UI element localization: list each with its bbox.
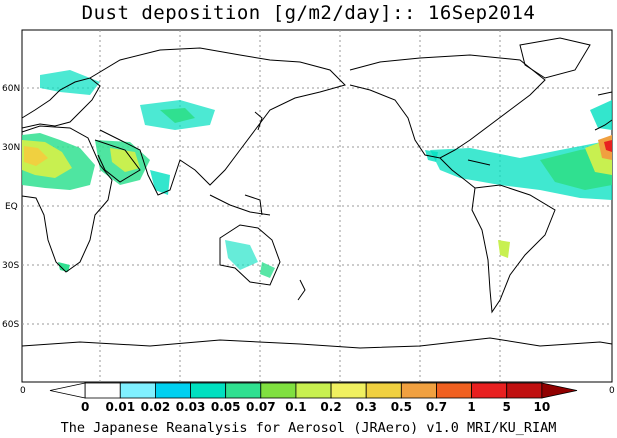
colorbar-swatch — [471, 382, 508, 399]
colorbar-swatch — [436, 382, 473, 399]
map-gridlines — [22, 30, 612, 382]
colorbar-swatch — [49, 382, 86, 399]
dust-deposition-shading — [22, 70, 612, 278]
colorbar-swatch — [119, 382, 156, 399]
colorbar-swatch — [260, 382, 297, 399]
coastlines — [21, 37, 613, 349]
colorbar-swatch — [190, 382, 227, 399]
colorbar-tick-label: 0 — [81, 400, 89, 414]
colorbar-tick-label: 0.7 — [426, 400, 447, 414]
lat-label-60s: 60S — [2, 320, 19, 330]
colorbar-swatch — [295, 382, 332, 399]
lat-label-30s: 30S — [2, 261, 19, 271]
colorbar-tick-label: 0.02 — [141, 400, 171, 414]
lat-label-30n: 30N — [2, 143, 20, 153]
edge-label-right: 0 — [609, 386, 615, 396]
colorbar-swatch — [154, 382, 191, 399]
colorbar-tick-label: 5 — [503, 400, 511, 414]
lat-label-60n: 60N — [2, 84, 20, 94]
colorbar-tick-label: 0.5 — [391, 400, 412, 414]
colorbar-swatch — [365, 382, 402, 399]
colorbar-tick-label: 0.05 — [211, 400, 241, 414]
colorbar-tick-label: 0.3 — [356, 400, 377, 414]
colorbar-swatch — [400, 382, 437, 399]
colorbar-tick-label: 0.03 — [176, 400, 206, 414]
colorbar-swatch — [541, 382, 578, 399]
colorbar-swatch — [84, 382, 121, 399]
colorbar-tick-label: 0.2 — [320, 400, 341, 414]
colorbar-tick-label: 0.1 — [285, 400, 306, 414]
colorbar-swatch — [506, 382, 543, 399]
colorbar-tick-label: 0.07 — [246, 400, 276, 414]
colorbar-tick-label: 10 — [534, 400, 551, 414]
colorbar-labels: 0 0.01 0.02 0.03 0.05 0.07 0.1 0.2 0.3 0.5 0.7 1 5 10 — [81, 400, 550, 414]
lat-label-eq: EQ — [5, 202, 18, 212]
colorbar — [49, 382, 578, 399]
colorbar-tick-label: 1 — [467, 400, 475, 414]
colorbar-swatch — [330, 382, 367, 399]
edge-label-left: 0 — [20, 386, 26, 396]
map-footer: The Japanese Reanalysis for Aerosol (JRA… — [60, 420, 557, 436]
colorbar-tick-label: 0.01 — [105, 400, 135, 414]
colorbar-swatch — [225, 382, 262, 399]
map-title: Dust deposition [g/m2/day]:: 16Sep2014 — [81, 2, 536, 24]
